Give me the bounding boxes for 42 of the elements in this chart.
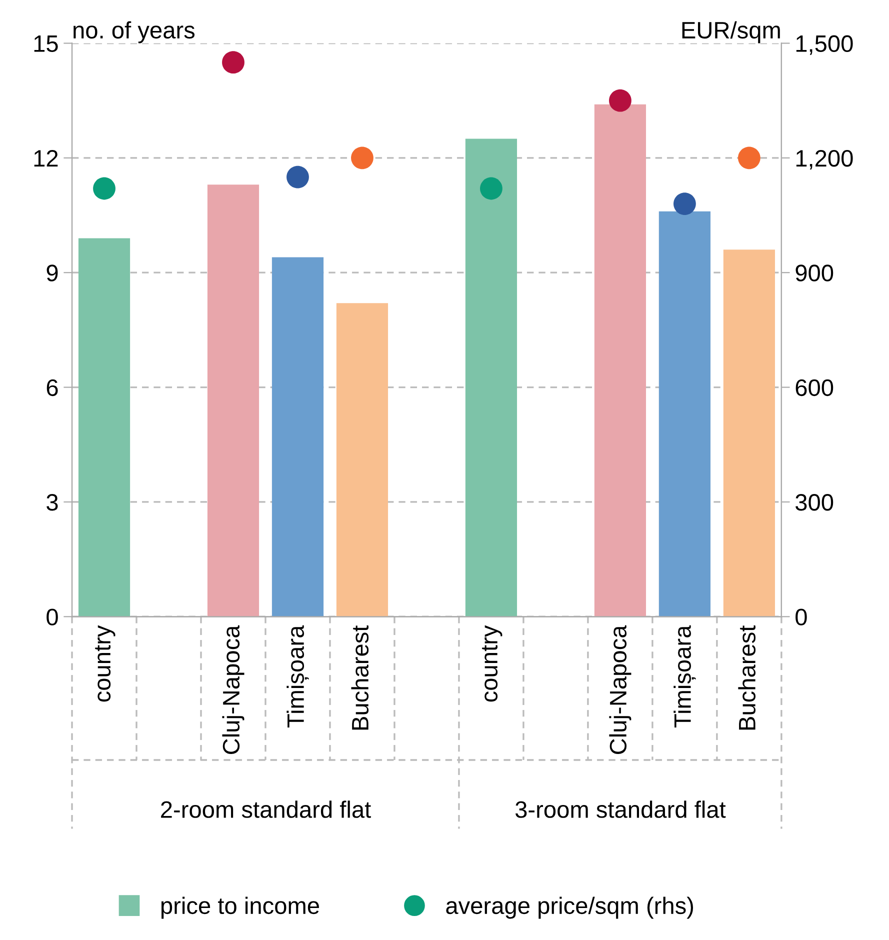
point bbox=[93, 177, 116, 200]
y-tick-label: 15 bbox=[34, 36, 58, 52]
bar bbox=[658, 211, 710, 617]
x-tick-label: Bucharest bbox=[738, 625, 756, 730]
y-tick-label: 12 bbox=[34, 150, 58, 166]
y2-axis-title: EUR/sqm bbox=[682, 21, 780, 44]
legend-label: price to income bbox=[161, 896, 319, 919]
bar bbox=[465, 138, 518, 617]
point bbox=[286, 166, 309, 188]
y-tick-label: 0 bbox=[46, 608, 58, 626]
y-tick-label: 6 bbox=[46, 379, 58, 396]
x-tick-label: country bbox=[482, 625, 502, 702]
text: 2-room standard flat bbox=[161, 800, 371, 818]
y2-tick-label: 300 bbox=[796, 494, 834, 511]
x-tick-label: Timișoara bbox=[286, 625, 309, 728]
bar bbox=[78, 238, 130, 617]
x-tick-label: Timișoara bbox=[674, 625, 696, 728]
bar bbox=[336, 303, 388, 617]
point bbox=[673, 192, 696, 215]
y2-tick-label: 600 bbox=[796, 379, 834, 396]
text: 3-room standard flat bbox=[515, 800, 726, 818]
bar bbox=[207, 184, 260, 617]
point bbox=[609, 89, 632, 112]
y2-tick-label: 0 bbox=[796, 608, 807, 626]
point bbox=[351, 146, 374, 170]
x-tick-label: Bucharest bbox=[351, 625, 369, 730]
bar bbox=[272, 257, 324, 617]
x-tick-label: Cluj-Napoca bbox=[609, 625, 632, 754]
point bbox=[222, 51, 244, 74]
point bbox=[738, 146, 760, 170]
legend-label: average price/sqm (rhs) bbox=[446, 896, 694, 919]
point bbox=[480, 177, 502, 200]
bar bbox=[723, 250, 775, 617]
x-tick-label: Cluj-Napoca bbox=[222, 625, 244, 754]
y-axis-title: no. of years bbox=[74, 21, 195, 44]
x-tick-label: country bbox=[95, 625, 116, 702]
y2-tick-label: 1,500 bbox=[796, 35, 853, 55]
y-tick-label: 3 bbox=[46, 494, 58, 511]
y2-tick-label: 900 bbox=[796, 264, 834, 282]
bar bbox=[594, 104, 646, 617]
y2-tick-label: 1,200 bbox=[796, 150, 853, 170]
y-tick-label: 9 bbox=[46, 264, 58, 282]
